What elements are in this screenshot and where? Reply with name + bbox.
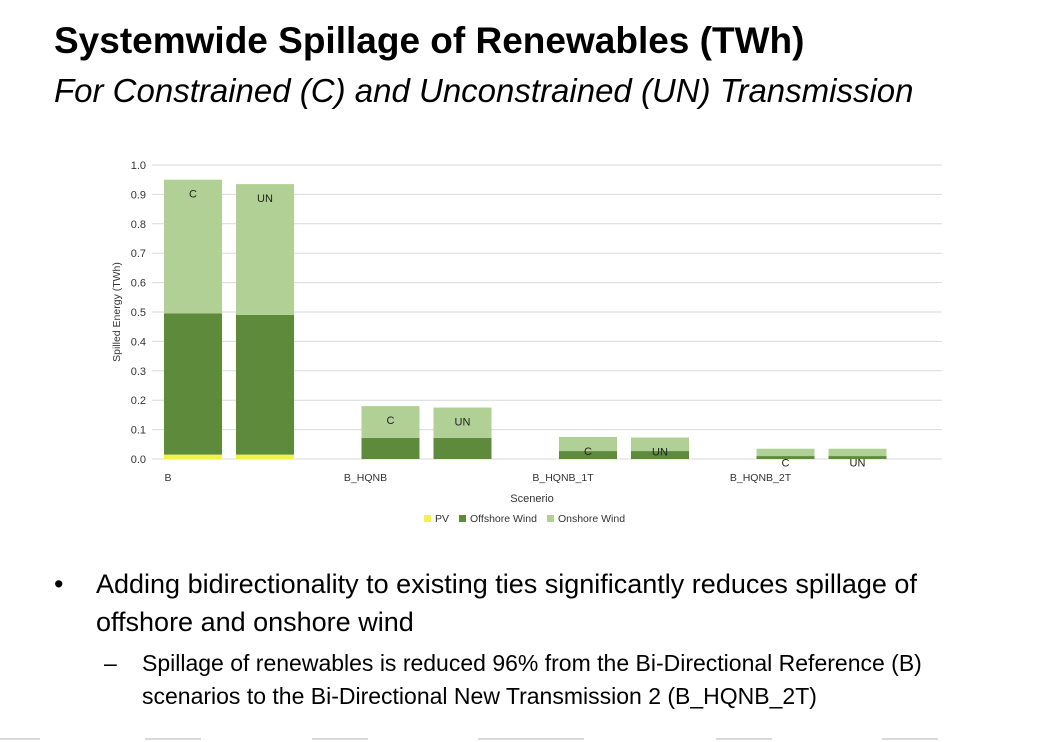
x-tick-label: B_HQNB_2T xyxy=(730,472,792,484)
bar-segment xyxy=(236,454,294,459)
bar-segment xyxy=(559,436,617,452)
bar-segment xyxy=(828,448,887,457)
bar-segment xyxy=(631,451,689,459)
bar-label: C xyxy=(782,458,790,470)
bar-segment xyxy=(559,451,617,459)
footer-divider xyxy=(478,738,584,740)
bar-segment xyxy=(361,406,420,438)
bar-segment xyxy=(164,454,222,459)
footer-divider xyxy=(312,738,368,740)
bar-label: UN xyxy=(257,193,273,205)
legend-entry: Offshore Wind xyxy=(470,513,537,525)
bar-segment xyxy=(433,437,492,459)
x-tick-label: B_HQNB_1T xyxy=(532,472,594,484)
legend-swatch xyxy=(424,515,431,522)
bar-label: UN xyxy=(652,447,668,459)
y-tick-label: 0.7 xyxy=(131,248,146,260)
bar-label: C xyxy=(387,415,395,427)
bar-label: C xyxy=(189,189,197,201)
slide-subtitle: For Constrained (C) and Unconstrained (U… xyxy=(54,72,914,109)
y-tick-label: 0.1 xyxy=(131,425,146,437)
sub-bullet-text: Spillage of renewables is reduced 96% fr… xyxy=(142,650,922,709)
y-tick-label: 0.2 xyxy=(131,395,146,407)
x-axis-label: Scenerio xyxy=(510,493,553,505)
footer-divider xyxy=(145,738,201,740)
bar-segment xyxy=(828,456,887,459)
bar-label: UN xyxy=(850,458,866,470)
legend-swatch xyxy=(546,515,554,522)
spillage-chart: 0.0 0.1 0.2 0.3 0.4 0.5 0.6 0.7 0.8 0.9 1.0 Spilled… xyxy=(100,150,970,540)
bar-segment xyxy=(756,448,815,457)
y-tick-label: 0.6 xyxy=(131,278,146,290)
legend-entry: PV xyxy=(435,513,449,525)
y-tick-label: 0.4 xyxy=(131,336,146,348)
y-tick-label: 0.3 xyxy=(131,366,146,378)
legend-entry: Onshore Wind xyxy=(558,513,625,525)
bar-segment xyxy=(164,313,222,455)
legend-swatch xyxy=(459,515,467,522)
footer-divider xyxy=(0,738,40,740)
sub-bullet-mark: – xyxy=(104,650,117,676)
bar-label: C xyxy=(584,446,592,458)
y-tick-label: 0.5 xyxy=(131,307,146,319)
bar-segment xyxy=(236,314,294,455)
bar-segment xyxy=(361,437,420,459)
bar-segment xyxy=(236,184,294,315)
bar-label: UN xyxy=(455,417,471,429)
spillage-chart-svg: 0.0 0.1 0.2 0.3 0.4 0.5 0.6 0.7 0.8 0.9 1.0 Spilled… xyxy=(111,160,942,525)
y-tick-label: 0.0 xyxy=(131,454,146,466)
y-axis-label: Spilled Energy (TWh) xyxy=(111,262,123,362)
y-tick-label: 0.8 xyxy=(131,219,146,231)
bar-segment xyxy=(631,437,689,452)
x-tick-label: B xyxy=(164,472,171,484)
bar-segment xyxy=(433,407,492,438)
x-tick-label: B_HQNB xyxy=(344,472,387,484)
slide-title: Systemwide Spillage of Renewables (TWh) xyxy=(54,20,805,61)
bullet-text: Adding bidirectionality to existing ties… xyxy=(96,569,917,637)
bullet-mark: • xyxy=(54,569,64,599)
bar-segment xyxy=(164,179,222,314)
y-tick-label: 0.9 xyxy=(131,189,146,201)
bar-segment xyxy=(756,456,815,459)
y-tick-label: 1.0 xyxy=(131,160,146,172)
footer-divider xyxy=(882,738,938,740)
footer-divider xyxy=(716,738,772,740)
